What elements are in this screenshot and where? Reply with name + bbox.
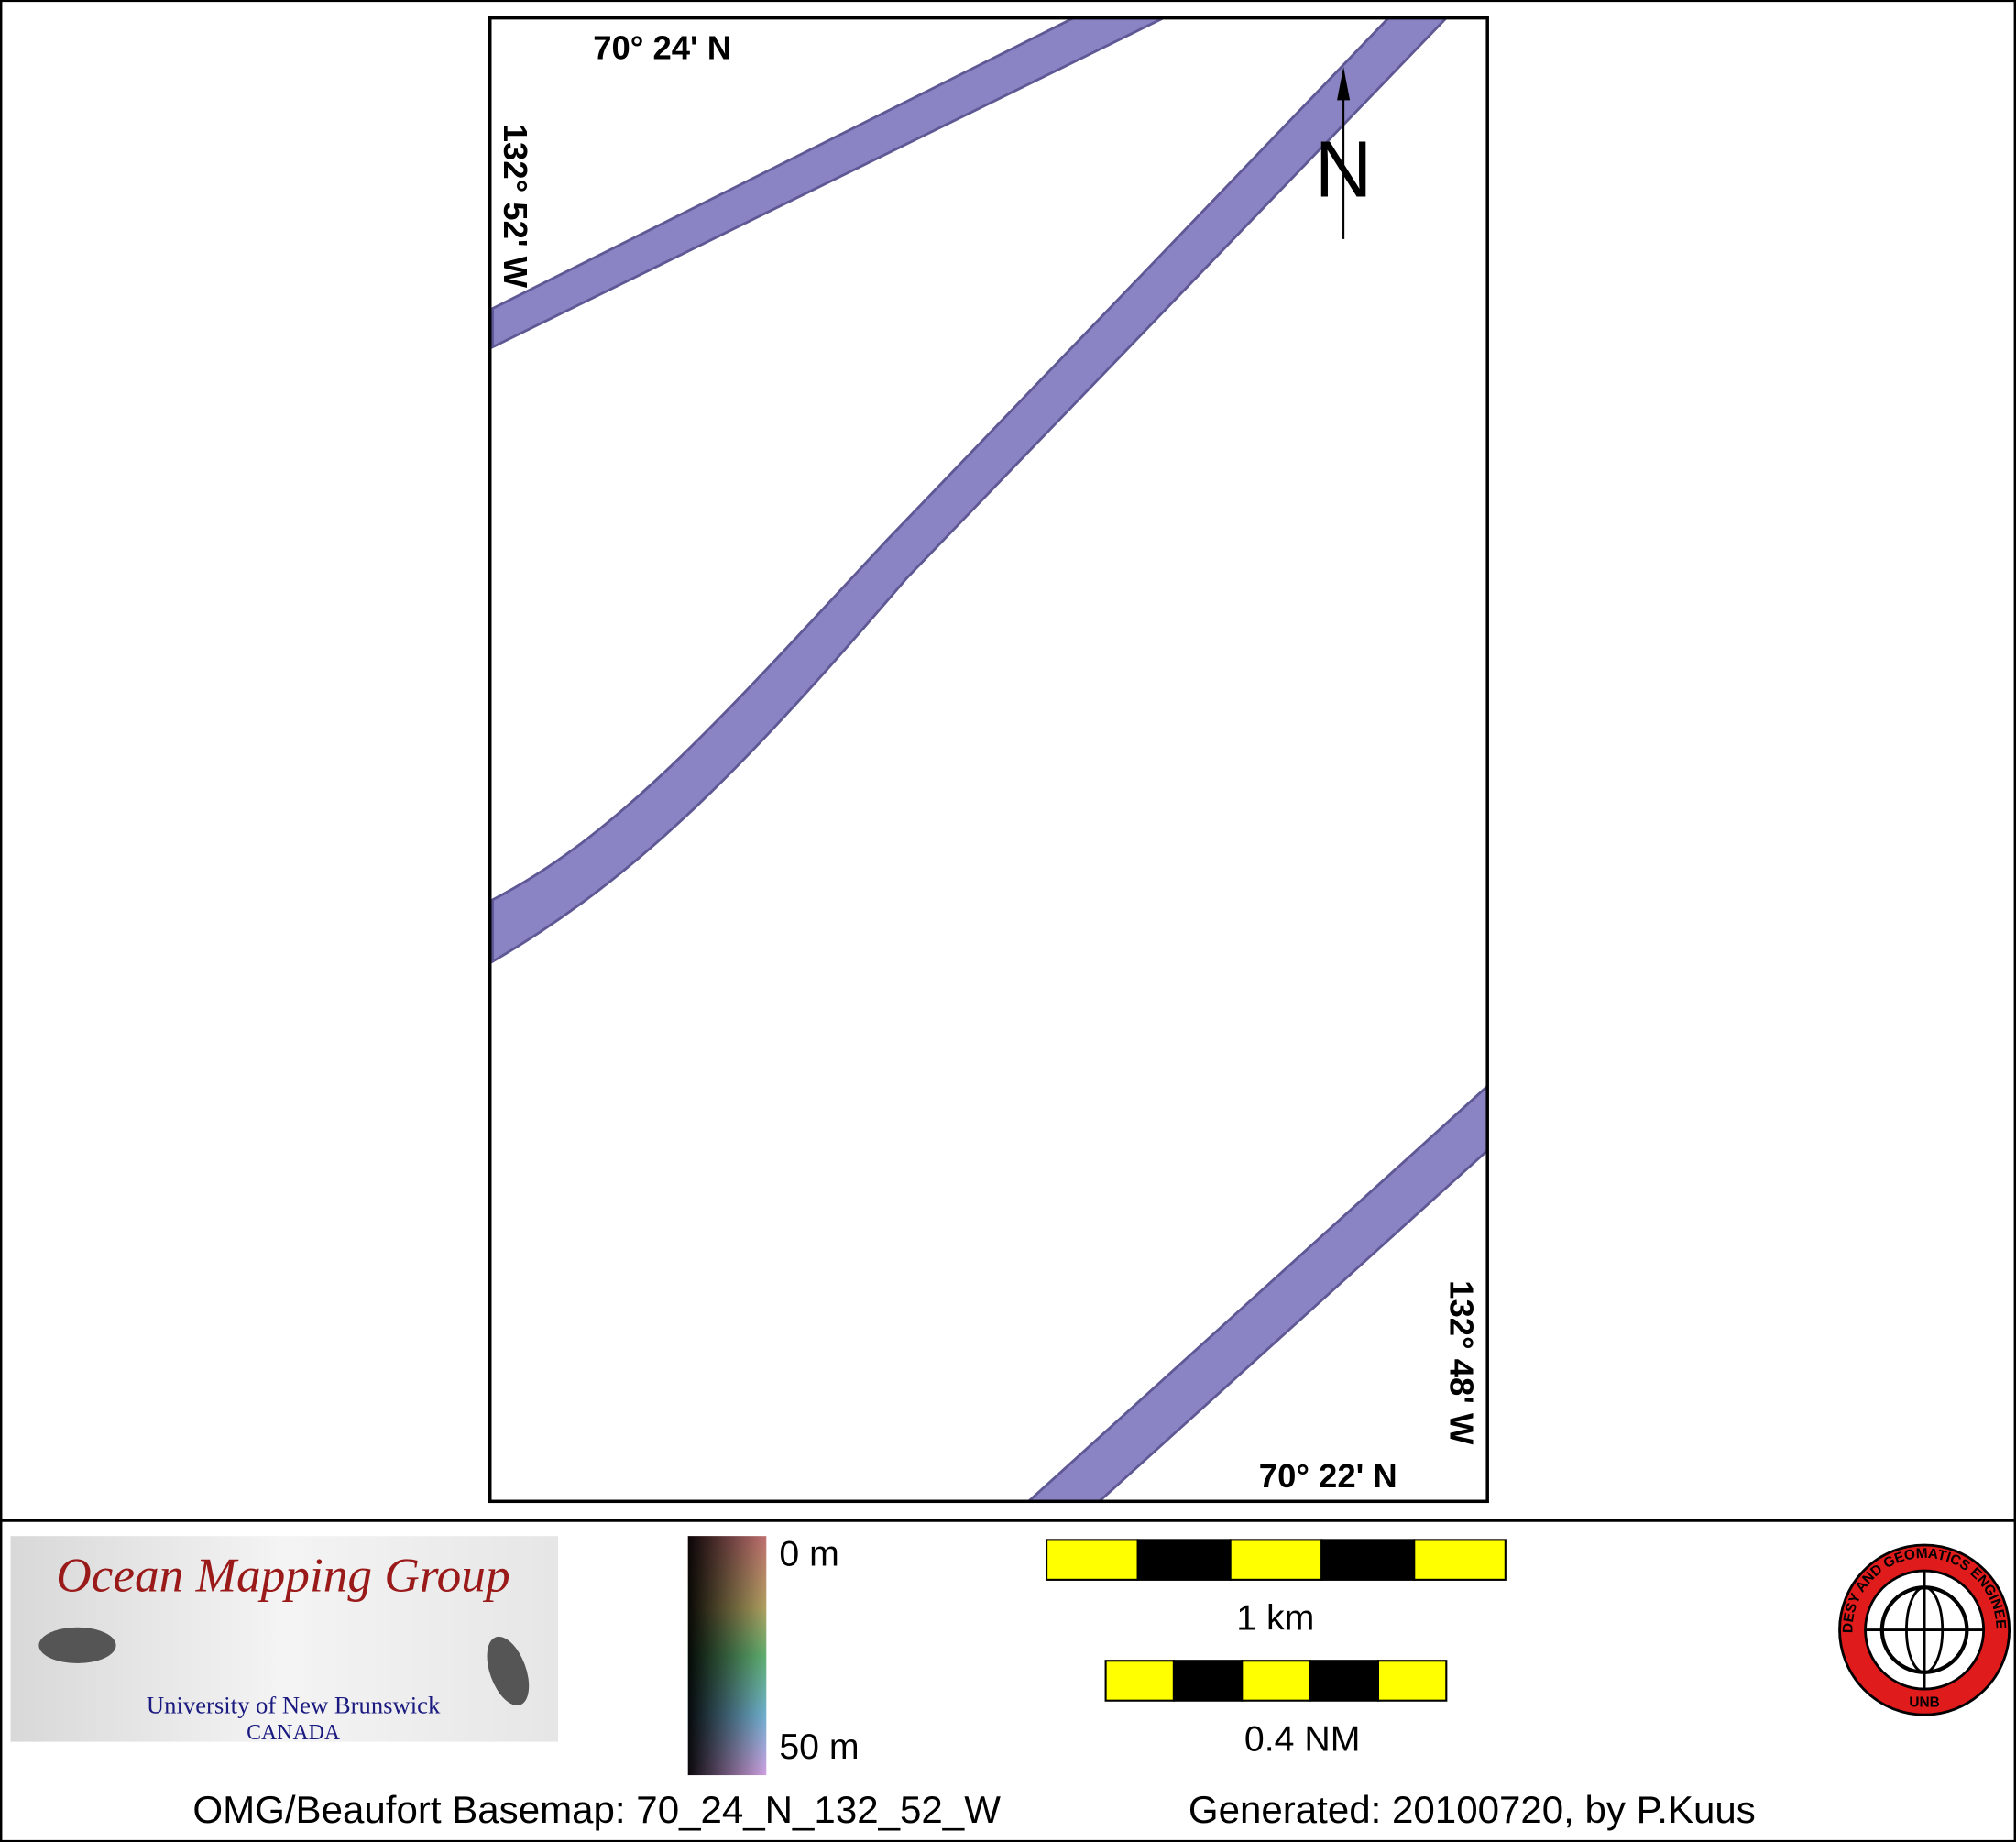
depth-label: 50 m [779,1727,859,1767]
survey-swath [491,19,1447,964]
footer-basemap: OMG/Beaufort Basemap: 70_24_N_132_52_W [192,1788,1001,1831]
north-arrow-head [1337,66,1351,101]
seal-bottom-text: UNB [1909,1695,1939,1711]
logo-shape [487,1636,530,1705]
survey-swath [1027,1085,1486,1500]
omg-logo: Ocean Mapping Group University of New Br… [10,1536,559,1745]
map-frame [488,16,1489,1504]
logo-country: CANADA [247,1721,341,1745]
north-label: N [1315,126,1373,214]
survey-swath [491,19,1165,349]
footer-generated: Generated: 20100720, by P.Kuus [1189,1788,1756,1831]
logo-title: Ocean Mapping Group [56,1548,509,1602]
longitude-label: 132° 48' W [1443,1280,1481,1445]
longitude-label: 132° 52' W [497,124,534,289]
logo-shape [38,1627,116,1664]
scale-bar-nm [1104,1660,1448,1702]
latitude-label: 70° 24' N [593,29,731,67]
scale-label: 0.4 NM [1244,1718,1361,1759]
scale-label: 1 km [1236,1598,1314,1639]
color-bar-shade [687,1536,767,1776]
scale-bar-km [1046,1539,1507,1581]
logo-university: University of New Brunswick [147,1692,441,1719]
depth-legend: 0 m 50 m [687,1533,860,1776]
latitude-label: 70° 22' N [1259,1457,1397,1495]
map-area: 70° 24' N 132° 52' W 70° 22' N 132° 48' … [488,16,1489,1504]
depth-label: 0 m [779,1533,838,1573]
